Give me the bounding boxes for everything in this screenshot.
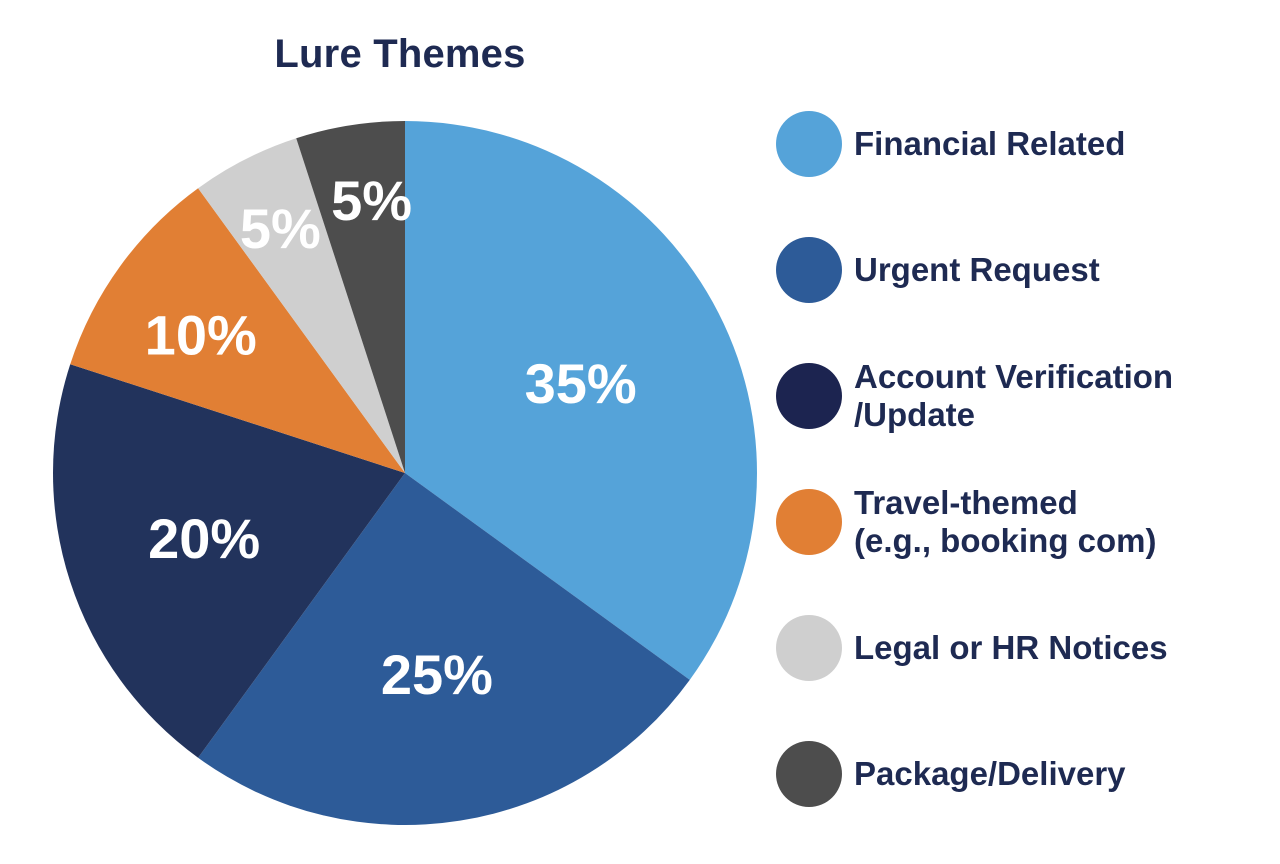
slice-value-label: 10% — [145, 304, 257, 367]
slice-value-label: 20% — [148, 507, 260, 570]
slice-value-label: 5% — [240, 197, 321, 260]
legend-label: Legal or HR Notices — [854, 629, 1168, 666]
legend-label: Travel-themed (e.g., booking com) — [854, 484, 1157, 559]
legend-swatch — [776, 111, 842, 177]
slice-value-label: 25% — [381, 643, 493, 706]
legend-label: Urgent Request — [854, 251, 1100, 288]
legend-item: Package/Delivery — [776, 740, 1126, 808]
legend-item: Financial Related — [776, 110, 1125, 178]
chart-title: Lure Themes — [274, 32, 526, 76]
pie-slice-urgent — [198, 473, 690, 825]
pie-slice-package — [296, 121, 405, 473]
legend-label: Package/Delivery — [854, 755, 1126, 792]
legend-label: Financial Related — [854, 125, 1126, 162]
legend-swatch — [776, 615, 842, 681]
legend-item: Legal or HR Notices — [776, 614, 1168, 682]
legend-label: Account Verification /Update — [854, 358, 1174, 433]
legend-swatch — [776, 489, 842, 555]
legend-item: Travel-themed (e.g., booking com) — [776, 484, 1157, 559]
legend-swatch — [776, 741, 842, 807]
legend-swatch — [776, 363, 842, 429]
pie-slice-account — [52, 364, 405, 758]
slice-value-label: 35% — [525, 352, 637, 415]
legend-item: Urgent Request — [776, 236, 1100, 304]
legend-swatch — [776, 237, 842, 303]
pie-slice-legal — [198, 138, 405, 474]
slice-value-label: 5% — [331, 169, 412, 232]
legend-item: Account Verification /Update — [776, 358, 1173, 433]
pie-slice-financial — [405, 121, 757, 680]
pie-slice-travel-themed — [70, 188, 406, 473]
